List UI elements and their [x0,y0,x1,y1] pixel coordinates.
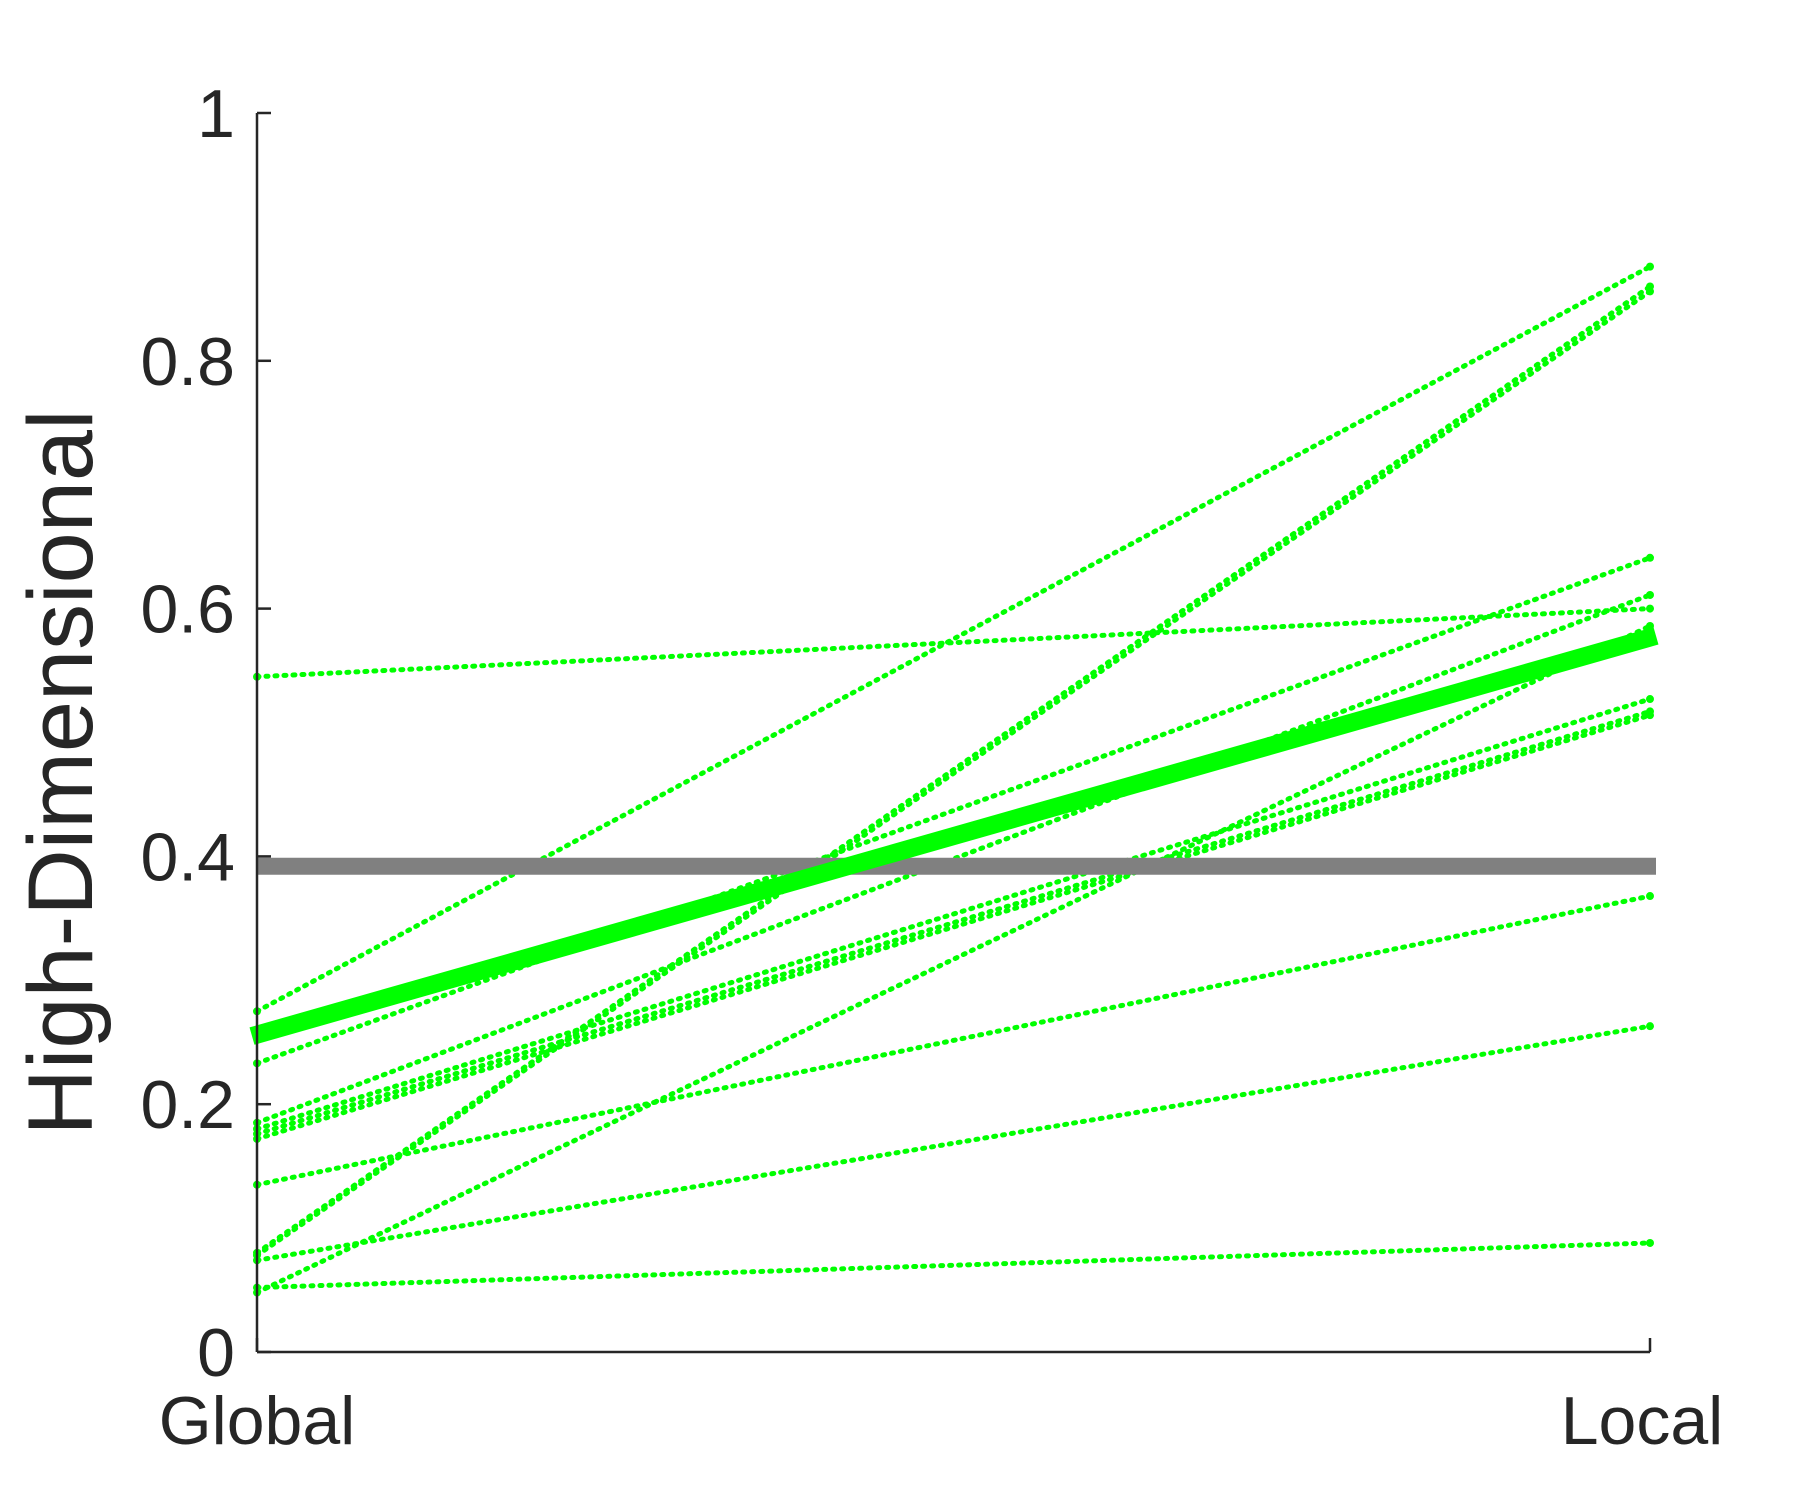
subject-line-2 [254,264,1653,1014]
subject-point-11-local [1646,1022,1654,1031]
mean-group [249,627,1659,1045]
subject-line-12 [254,1240,1653,1291]
subject-point-2-local [1646,262,1654,271]
y-tick-label-0.2: 0.2 [140,1067,235,1143]
subject-line-5 [254,696,1653,1132]
y-ticks: 0 0.2 0.4 0.6 0.8 1 [140,76,271,1391]
subject-point-12-local [1646,1238,1654,1247]
x-tick-label-local: Local [1561,1383,1724,1459]
y-tick-label-0.8: 0.8 [140,324,235,400]
axes: 0 0.2 0.4 0.6 0.8 1 Global Local [140,76,1723,1459]
subject-line-11 [254,1023,1653,1263]
x-ticks: Global Local [159,1338,1724,1459]
subject-line-8 [254,893,1653,1188]
mean-line [249,627,1659,1045]
y-axis-title: High-Dimensional [10,409,112,1135]
subject-line-13 [254,623,1653,1296]
subject-point-4-local [1646,590,1654,599]
subject-point-3-local [1646,553,1654,562]
subject-line-7 [254,712,1653,1142]
subject-line-1 [254,606,1653,680]
subject-line-3 [254,555,1653,1066]
subject-lines [253,262,1654,1297]
subject-point-10-local [1646,287,1654,296]
y-tick-label-1: 1 [197,76,235,152]
y-tick-label-0.4: 0.4 [140,819,235,895]
subject-point-7-local [1646,711,1654,720]
subject-line-6 [254,708,1653,1137]
subject-line-9 [254,283,1653,1256]
subject-point-8-local [1646,892,1654,901]
subject-point-1-local [1646,604,1654,613]
y-tick-label-0: 0 [197,1315,235,1391]
x-tick-label-global: Global [159,1383,356,1459]
y-tick-label-0.6: 0.6 [140,572,235,648]
subject-line-10 [254,288,1653,1258]
subject-point-5-local [1646,695,1654,704]
